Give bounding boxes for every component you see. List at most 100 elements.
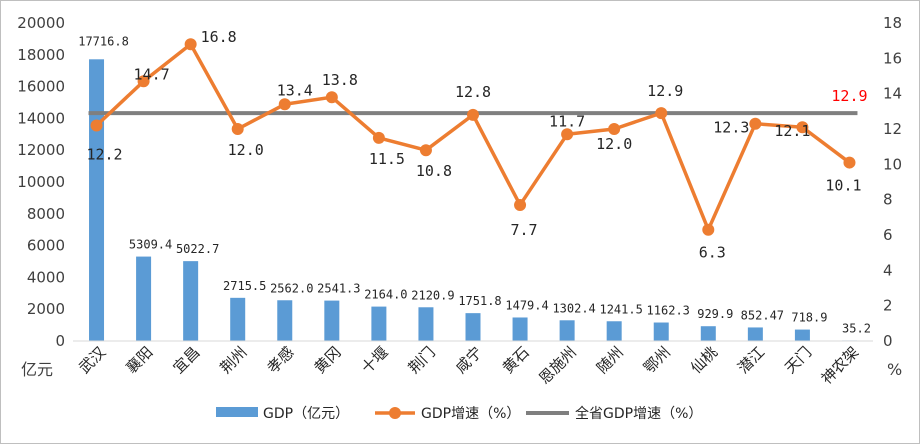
- growth-rate-point: [514, 198, 527, 211]
- gdp-bar-value-label: 929.9: [697, 307, 733, 321]
- legend-swatch-gdp: [216, 407, 258, 417]
- gdp-bar-value-label: 1162.3: [647, 304, 690, 318]
- gdp-bar-value-label: 5309.4: [129, 238, 172, 252]
- province-growth-value-label: 12.9: [831, 87, 867, 105]
- growth-rate-point: [184, 38, 197, 51]
- category-label: 孝感: [264, 343, 298, 377]
- left-axis-tick-label: 16000: [17, 78, 65, 96]
- left-axis-tick-label: 18000: [17, 46, 65, 64]
- category-label: 仙桃: [687, 343, 721, 377]
- growth-rate-point: [702, 223, 715, 236]
- legend-swatch-growth-marker: [389, 407, 401, 419]
- left-axis-tick-label: 2000: [27, 300, 65, 318]
- right-axis-tick-label: 0: [883, 332, 893, 350]
- legend-label-province: 全省GDP增速（%）: [575, 405, 702, 422]
- growth-rate-value-label: 7.7: [511, 221, 538, 239]
- growth-rate-point: [749, 117, 762, 130]
- growth-rate-value-label: 16.8: [201, 28, 237, 46]
- growth-rate-value-label: 13.4: [277, 81, 313, 99]
- gdp-bar: [465, 313, 481, 341]
- growth-rate-point: [90, 119, 103, 132]
- growth-rate-point: [137, 75, 150, 88]
- category-label: 宜昌: [170, 343, 204, 377]
- right-axis-tick-label: 18: [883, 14, 902, 32]
- growth-rate-point: [655, 107, 668, 120]
- left-axis-tick-label: 8000: [27, 205, 65, 223]
- growth-rate-value-label: 12.0: [596, 135, 632, 153]
- category-label: 武汉: [75, 343, 109, 377]
- right-axis-unit: %: [887, 360, 902, 379]
- gdp-bar: [418, 307, 434, 341]
- gdp-bar-value-label: 1241.5: [599, 302, 642, 316]
- gdp-bar-value-label: 2164.0: [364, 288, 407, 302]
- growth-rate-line: [95, 42, 851, 232]
- gdp-bar-value-label: 852.47: [741, 308, 784, 322]
- gdp-bar: [277, 300, 293, 341]
- growth-rate-value-label: 11.5: [369, 150, 405, 168]
- left-axis-tick-label: 4000: [27, 268, 65, 286]
- bar-series-gdp: [89, 59, 857, 341]
- growth-rate-value-label: 12.2: [86, 145, 122, 163]
- growth-rate-value-label: 12.3: [713, 119, 749, 137]
- gdp-bar: [183, 261, 199, 341]
- growth-rate-value-label: 10.8: [416, 162, 452, 180]
- gdp-bar: [559, 320, 575, 341]
- left-axis-tick-label: 10000: [17, 173, 65, 191]
- right-axis-tick-label: 4: [883, 261, 893, 279]
- gdp-bar: [606, 321, 622, 341]
- growth-rate-point: [231, 123, 244, 135]
- right-axis-tick-label: 2: [883, 297, 893, 315]
- legend-label-growth: GDP增速（%）: [421, 406, 520, 422]
- gdp-bar: [700, 326, 716, 341]
- category-axis-labels: 武汉 襄阳 宜昌 荆州 孝感 黄冈 十堰 荆门 咸宁 黄石 恩施州 随州 鄂州 仙桃 潜江 天门 神农架: [75, 343, 862, 388]
- gdp-bar-value-label: 1479.4: [505, 298, 548, 312]
- category-label: 神农架: [818, 343, 863, 388]
- category-label: 十堰: [358, 343, 392, 377]
- category-label: 咸宁: [452, 343, 486, 377]
- category-label: 潜江: [734, 343, 768, 377]
- gdp-bar: [512, 317, 528, 341]
- left-axis-unit: 亿元: [21, 360, 53, 379]
- left-axis-tick-label: 6000: [27, 237, 65, 255]
- gdp-bar: [747, 327, 763, 341]
- right-axis-tick-label: 6: [883, 226, 893, 244]
- growth-rate-value-label: 10.1: [825, 177, 861, 195]
- growth-rate-value-label: 12.1: [774, 122, 810, 140]
- growth-rate-point: [278, 98, 291, 111]
- right-axis-tick-label: 8: [883, 191, 893, 209]
- growth-rate-value-label: 14.7: [134, 65, 170, 83]
- growth-rate-point: [608, 123, 621, 135]
- growth-rate-series: [90, 38, 856, 236]
- growth-rate-value-label: 11.7: [549, 112, 585, 130]
- category-label: 荆门: [405, 343, 439, 377]
- category-label: 鄂州: [640, 343, 674, 377]
- gdp-bar-value-label: 17716.8: [78, 34, 129, 48]
- gdp-bar-value-label: 2715.5: [223, 279, 266, 293]
- category-label: 荆州: [217, 343, 251, 377]
- gdp-bar: [324, 300, 340, 341]
- legend: GDP（亿元） GDP增速（%） 全省GDP增速（%）: [216, 405, 702, 422]
- growth-rate-value-label: 12.8: [455, 83, 491, 101]
- category-label: 襄阳: [122, 343, 156, 377]
- growth-rate-point: [843, 156, 856, 169]
- left-axis-tick-label: 14000: [17, 109, 65, 127]
- legend-label-gdp: GDP（亿元）: [263, 406, 349, 422]
- category-label: 随州: [593, 343, 627, 377]
- growth-rate-value-label: 12.0: [228, 141, 264, 159]
- gdp-bar: [230, 297, 246, 341]
- growth-rate-value-label: 13.8: [322, 71, 358, 89]
- growth-rate-point: [561, 128, 574, 141]
- gdp-bar-value-label: 5022.7: [176, 242, 219, 256]
- gdp-bar: [794, 329, 810, 341]
- growth-rate-point: [372, 131, 385, 144]
- category-label: 黄石: [499, 343, 533, 377]
- axes: 0200040006000800010000120001400016000180…: [17, 14, 902, 350]
- gdp-bar-value-label: 1302.4: [552, 301, 595, 315]
- growth-rate-value-label: 12.9: [647, 82, 683, 100]
- growth-rate-value-label: 6.3: [699, 244, 726, 262]
- gdp-bar-value-label: 1751.8: [458, 294, 501, 308]
- growth-rate-point: [419, 144, 432, 157]
- growth-rate-point: [467, 108, 479, 121]
